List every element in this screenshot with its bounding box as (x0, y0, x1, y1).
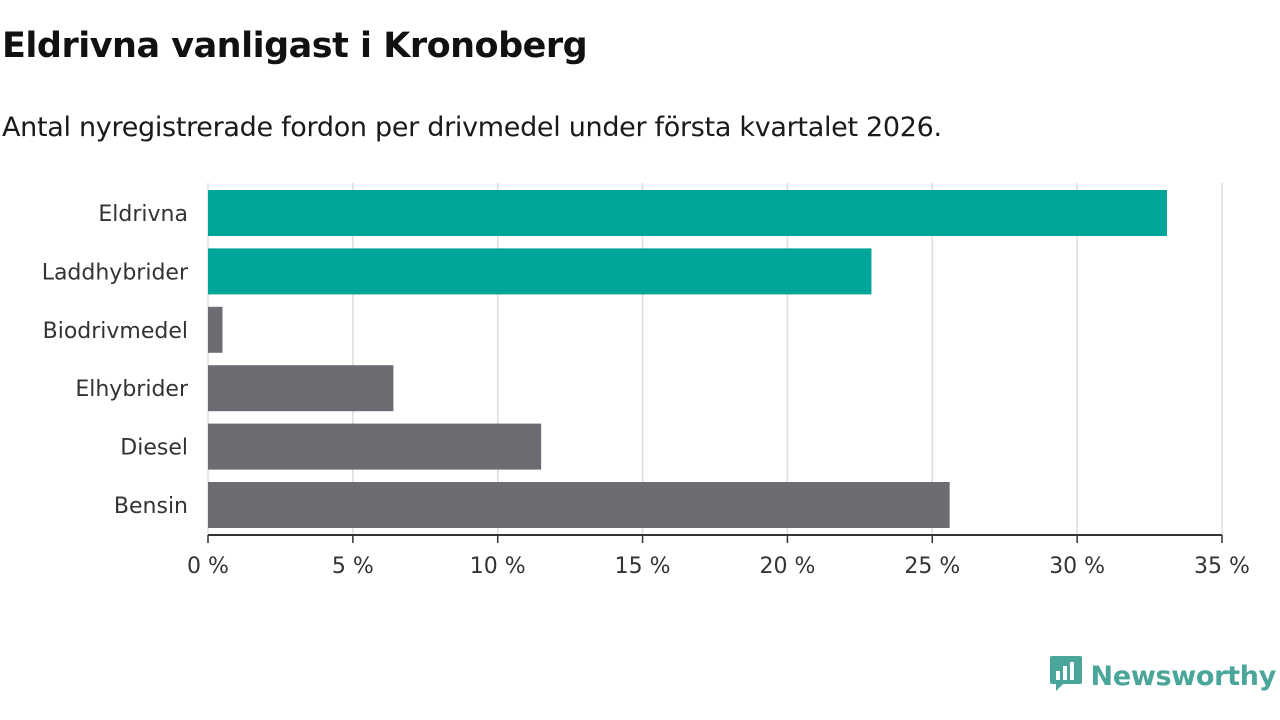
category-label: Biodrivmedel (43, 319, 188, 344)
category-label: Elhybrider (75, 377, 189, 402)
bar-diesel (208, 423, 542, 470)
bars (208, 190, 1167, 528)
x-axis: 0 % 5 % 10 % 15 % 20 % 25 % 30 % 35 % (187, 534, 1250, 579)
x-tick-label: 35 % (1194, 554, 1250, 579)
x-tick-label: 20 % (759, 554, 815, 579)
bar-elhybrider (208, 365, 394, 412)
bar-eldrivna (208, 190, 1167, 236)
x-tick-label: 5 % (332, 554, 374, 579)
category-label: Laddhybrider (42, 260, 189, 285)
newsworthy-brand-name: Newsworthy (1090, 660, 1277, 692)
x-tick-label: 10 % (470, 554, 526, 579)
category-labels: Eldrivna Laddhybrider Biodrivmedel Elhybrid… (42, 202, 189, 519)
x-tick-label: 30 % (1049, 554, 1105, 579)
bar-chart: 0 % 5 % 10 % 15 % 20 % 25 % 30 % 35 % Eldrivna L… (42, 183, 1250, 579)
x-tick-label: 25 % (904, 554, 960, 579)
x-tick-label: 0 % (187, 554, 229, 579)
chart-subtitle: Antal nyregistrerade fordon per drivmede… (2, 112, 942, 143)
newsworthy-logo-icon (1049, 654, 1083, 698)
bar-bensin (208, 482, 950, 528)
x-tick-label: 15 % (615, 554, 671, 579)
bar-laddhybrider (208, 248, 872, 295)
category-label: Eldrivna (98, 202, 188, 227)
bar-biodrivmedel (208, 306, 223, 353)
chart-title: Eldrivna vanligast i Kronoberg (2, 26, 588, 66)
category-label: Bensin (114, 494, 188, 519)
newsworthy-brand: Newsworthy (1049, 654, 1276, 698)
gridlines (207, 183, 1223, 535)
category-label: Diesel (120, 436, 188, 461)
